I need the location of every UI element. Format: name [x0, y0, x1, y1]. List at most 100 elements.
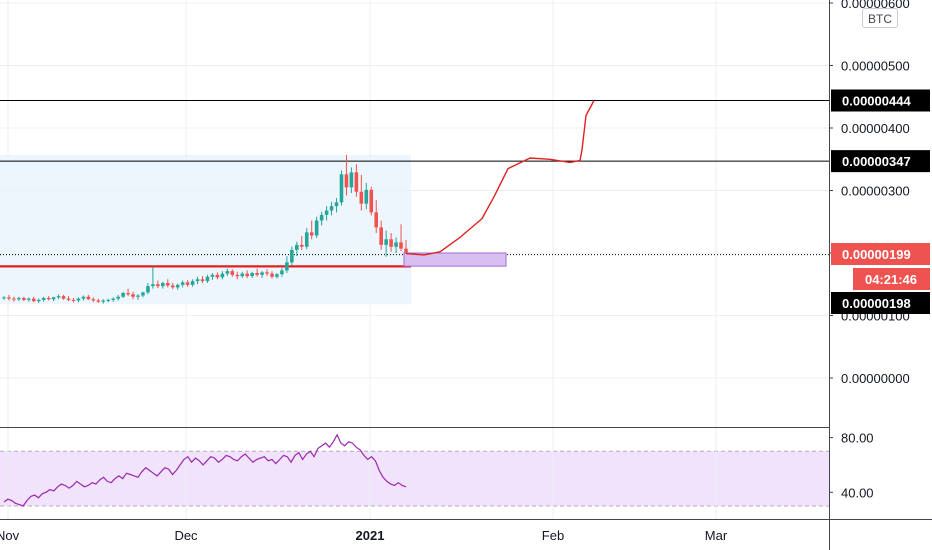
candle: [190, 279, 195, 287]
candle-body: [165, 283, 170, 286]
candle-body: [126, 293, 130, 295]
candle: [156, 280, 160, 288]
candle: [210, 273, 215, 280]
level-tag-label: 0.00000198: [842, 296, 911, 311]
rsi-tick-label: 40.00: [841, 485, 874, 500]
candle: [151, 266, 155, 289]
candle: [121, 291, 125, 298]
candle-body: [141, 292, 145, 296]
candle-body: [161, 283, 165, 287]
candle: [240, 271, 245, 278]
candle-body: [36, 299, 41, 302]
level-tag: 0.00000444: [831, 89, 930, 112]
level-tag-bg: [831, 89, 930, 112]
candle-body: [46, 298, 51, 300]
candle: [270, 271, 274, 279]
candle: [66, 296, 71, 302]
candle: [299, 236, 304, 250]
candle: [379, 220, 383, 250]
target-zone-box[interactable]: [403, 252, 507, 267]
candle-body: [200, 279, 205, 282]
candle: [101, 299, 106, 304]
candle-body: [170, 285, 175, 288]
candle: [36, 298, 41, 303]
candle-body: [2, 297, 6, 299]
countdown-tag: 04:21:46: [853, 268, 930, 290]
candle-body: [215, 274, 220, 278]
candle: [180, 280, 185, 288]
candle: [354, 164, 359, 197]
candle-body: [334, 202, 339, 207]
candle-body: [339, 174, 344, 203]
candle: [235, 271, 240, 280]
candle: [275, 273, 279, 279]
candle: [51, 296, 56, 302]
forecast-path[interactable]: [405, 100, 595, 256]
candle-body: [210, 274, 215, 277]
last-price-tag: 0.00000199: [831, 243, 930, 265]
candle: [111, 297, 115, 302]
time-tick-label: Nov: [0, 528, 20, 543]
rsi-line: [3, 433, 407, 507]
candle-body: [399, 242, 403, 249]
candle: [185, 279, 190, 287]
candle-body: [309, 232, 314, 236]
price-tags: 0.00000444 0.00000347 0.00000198 0.00000199…: [831, 89, 930, 314]
candle-body: [379, 227, 383, 245]
candle-body: [71, 299, 76, 301]
candle-body: [230, 271, 235, 275]
candle: [126, 288, 130, 297]
price-range-box[interactable]: [0, 154, 411, 305]
candle: [319, 211, 324, 226]
candle-body: [324, 210, 329, 215]
candle-body: [7, 297, 11, 299]
candle: [170, 283, 175, 290]
candle: [384, 230, 388, 257]
currency-button[interactable]: BTC: [862, 8, 898, 28]
price-tick-label: 0.00000400: [841, 121, 910, 136]
candle-body: [319, 214, 324, 221]
candle-body: [205, 276, 210, 282]
candle-body: [156, 284, 160, 287]
candle-body: [240, 273, 245, 277]
candle-body: [76, 298, 81, 301]
candle: [309, 220, 314, 240]
candle-body: [86, 296, 91, 300]
candle-body: [66, 298, 71, 300]
candle-body: [121, 293, 125, 297]
last-price-tag-label: 0.00000199: [842, 247, 911, 262]
last-price-tag-bg: [831, 243, 930, 265]
candle-body: [81, 296, 86, 299]
candle: [165, 279, 170, 288]
time-tick-label: 2021: [356, 528, 385, 543]
level-tag-label: 0.00000444: [842, 94, 911, 109]
candle-body: [106, 299, 111, 301]
candle-body: [151, 284, 155, 287]
candle: [280, 268, 284, 277]
candle: [91, 297, 96, 302]
candle-body: [195, 279, 200, 282]
candle: [71, 298, 76, 303]
candle-body: [314, 220, 319, 236]
level-tag-bg: [831, 292, 930, 314]
candle: [175, 283, 180, 290]
candle: [46, 296, 51, 301]
candle: [116, 294, 120, 301]
candle-body: [96, 300, 101, 302]
candle-body: [136, 295, 140, 297]
candle: [230, 269, 235, 277]
candle: [131, 291, 135, 300]
candle-body: [349, 172, 354, 188]
candle: [81, 295, 86, 301]
candle: [339, 170, 344, 206]
candle-body: [245, 273, 249, 277]
candle: [364, 183, 369, 210]
candle-body: [41, 298, 46, 300]
candle-body: [220, 273, 225, 278]
candle-body: [364, 189, 369, 204]
candle: [369, 186, 374, 216]
candle-body: [290, 249, 294, 263]
candle-body: [27, 298, 31, 300]
candle: [359, 174, 364, 211]
